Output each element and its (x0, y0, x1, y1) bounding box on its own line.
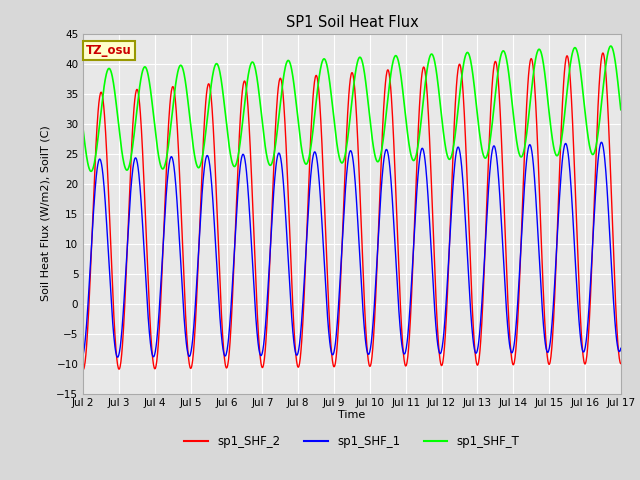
Text: TZ_osu: TZ_osu (86, 44, 132, 58)
sp1_SHF_T (506, 80, 514, 85)
sp1_SHF_1 (598, 139, 605, 145)
sp1_SHF_2 (599, 50, 607, 56)
Line: sp1_SHF_2: sp1_SHF_2 (83, 53, 621, 370)
sp1_SHF_T (186, 117, 194, 123)
sp1_SHF_1 (506, 344, 514, 349)
X-axis label: Time: Time (339, 410, 365, 420)
sp1_SHF_1 (436, 350, 444, 356)
Legend: sp1_SHF_2, sp1_SHF_1, sp1_SHF_T: sp1_SHF_2, sp1_SHF_1, sp1_SHF_T (180, 430, 524, 453)
sp1_SHF_2 (435, 350, 443, 356)
Title: SP1 Soil Heat Flux: SP1 Soil Heat Flux (285, 15, 419, 30)
sp1_SHF_1 (554, 233, 561, 239)
sp1_SHF_T (259, 128, 267, 134)
sp1_SHF_2 (79, 367, 87, 372)
sp1_SHF_2 (199, 151, 207, 156)
sp1_SHF_2 (617, 361, 625, 367)
sp1_SHF_1 (199, 177, 207, 183)
Line: sp1_SHF_T: sp1_SHF_T (83, 46, 621, 171)
sp1_SHF_1 (259, 345, 267, 350)
sp1_SHF_2 (506, 329, 513, 335)
sp1_SHF_T (607, 43, 614, 49)
sp1_SHF_T (87, 168, 95, 174)
sp1_SHF_1 (186, 353, 194, 359)
sp1_SHF_T (554, 153, 561, 158)
sp1_SHF_1 (114, 354, 122, 360)
sp1_SHF_1 (79, 352, 87, 358)
sp1_SHF_1 (617, 346, 625, 351)
Line: sp1_SHF_1: sp1_SHF_1 (83, 142, 621, 357)
sp1_SHF_T (436, 96, 444, 101)
sp1_SHF_T (617, 107, 625, 113)
sp1_SHF_2 (186, 363, 193, 369)
sp1_SHF_2 (553, 239, 561, 244)
Y-axis label: Soil Heat Flux (W/m2), SoilT (C): Soil Heat Flux (W/m2), SoilT (C) (41, 126, 51, 301)
sp1_SHF_2 (259, 364, 267, 370)
sp1_SHF_T (79, 127, 87, 133)
sp1_SHF_T (199, 149, 207, 155)
